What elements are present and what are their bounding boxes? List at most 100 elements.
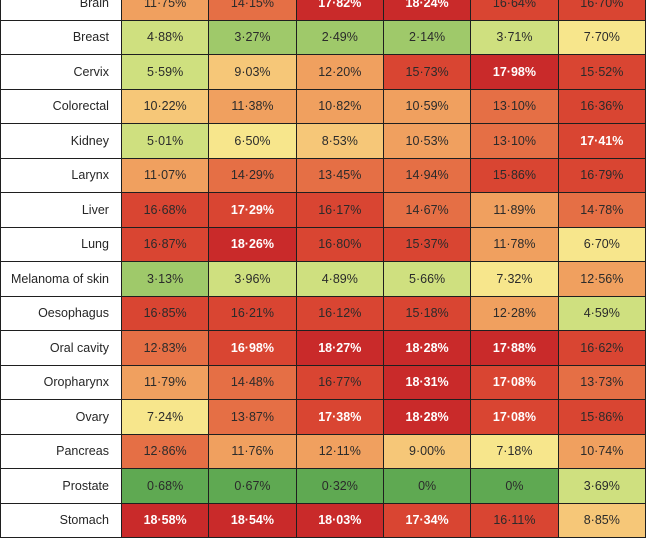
- heatmap-cell: 2·49%: [295, 19, 384, 55]
- heatmap-cell: 12·56%: [557, 261, 646, 297]
- heatmap-cell: 11·75%: [120, 0, 210, 21]
- row-label: Breast: [0, 19, 122, 55]
- heatmap-cell: 16·64%: [470, 0, 559, 21]
- heatmap-cell: 13·73%: [557, 364, 646, 400]
- heatmap-cell: 14·48%: [208, 364, 297, 400]
- row-label: Brain: [0, 0, 122, 21]
- row-label: Oropharynx: [0, 364, 122, 400]
- heatmap-cell: 15·37%: [382, 226, 472, 262]
- heatmap-cell: 16·77%: [295, 364, 384, 400]
- heatmap-cell: 3·96%: [208, 261, 297, 297]
- heatmap-cell: 16·85%: [120, 295, 210, 331]
- row-label: Oesophagus: [0, 295, 122, 331]
- heatmap-cell: 18·54%: [208, 502, 297, 538]
- heatmap-cell: 4·88%: [120, 19, 210, 55]
- heatmap-row: Lung 16·87% 18·26% 16·80% 15·37% 11·78% 6·70%: [0, 226, 646, 262]
- row-label: Larynx: [0, 157, 122, 193]
- heatmap-cell: 4·59%: [557, 295, 646, 331]
- heatmap-cell: 12·83%: [120, 330, 210, 366]
- heatmap-cell: 17·82%: [295, 0, 384, 21]
- heatmap-cell: 16·11%: [470, 502, 559, 538]
- heatmap-cell: 15·52%: [557, 54, 646, 90]
- heatmap-cell: 13·45%: [295, 157, 384, 193]
- heatmap-row: Liver 16·68% 17·29% 16·17% 14·67% 11·89% 14·78…: [0, 192, 646, 228]
- heatmap-cell: 16·17%: [295, 192, 384, 228]
- heatmap-cell: 12·86%: [120, 433, 210, 469]
- heatmap-cell: 16·62%: [557, 330, 646, 366]
- heatmap-cell: 11·79%: [120, 364, 210, 400]
- heatmap-cell: 8·85%: [557, 502, 646, 538]
- heatmap-cell: 17·08%: [470, 364, 559, 400]
- row-label: Pancreas: [0, 433, 122, 469]
- heatmap-cell: 11·07%: [120, 157, 210, 193]
- heatmap-cell: 3·13%: [120, 261, 210, 297]
- heatmap-cell: 12·11%: [295, 433, 384, 469]
- heatmap-cell: 15·18%: [382, 295, 472, 331]
- heatmap-cell: 17·34%: [382, 502, 472, 538]
- heatmap-cell: 18·03%: [295, 502, 384, 538]
- heatmap-cell: 12·28%: [470, 295, 559, 331]
- heatmap-cell: 16·21%: [208, 295, 297, 331]
- heatmap-cell: 16·68%: [120, 192, 210, 228]
- heatmap-cell: 14·67%: [382, 192, 472, 228]
- heatmap-cell: 4·89%: [295, 261, 384, 297]
- heatmap-row: Oral cavity 12·83% 16·98% 18·27% 18·28% 17·88…: [0, 330, 646, 366]
- heatmap-cell: 12·20%: [295, 54, 384, 90]
- heatmap-cell: 16·70%: [557, 0, 646, 21]
- heatmap-cell: 17·29%: [208, 192, 297, 228]
- heatmap-cell: 11·76%: [208, 433, 297, 469]
- heatmap-cell: 0·68%: [120, 468, 210, 504]
- heatmap-cell: 17·98%: [470, 54, 559, 90]
- heatmap-cell: 6·70%: [557, 226, 646, 262]
- heatmap-cell: 10·53%: [382, 123, 472, 159]
- heatmap-row: Ovary 7·24% 13·87% 17·38% 18·28% 17·08% 15·86%: [0, 399, 646, 435]
- heatmap-cell: 18·28%: [382, 330, 472, 366]
- heatmap-cell: 11·78%: [470, 226, 559, 262]
- row-label: Prostate: [0, 468, 122, 504]
- heatmap-row: Kidney 5·01% 6·50% 8·53% 10·53% 13·10% 17·41%: [0, 123, 646, 159]
- heatmap-cell: 5·59%: [120, 54, 210, 90]
- heatmap-cell: 18·27%: [295, 330, 384, 366]
- heatmap-cell: 0%: [470, 468, 559, 504]
- heatmap-cell: 17·38%: [295, 399, 384, 435]
- heatmap-cell: 5·01%: [120, 123, 210, 159]
- row-label: Ovary: [0, 399, 122, 435]
- heatmap-cell: 18·58%: [120, 502, 210, 538]
- heatmap-cell: 13·10%: [470, 88, 559, 124]
- heatmap-cell: 16·36%: [557, 88, 646, 124]
- heatmap-cell: 9·00%: [382, 433, 472, 469]
- heatmap-cell: 13·10%: [470, 123, 559, 159]
- heatmap-cell: 18·31%: [382, 364, 472, 400]
- heatmap-row: Prostate 0·68% 0·67% 0·32% 0% 0% 3·69%: [0, 468, 646, 504]
- heatmap-row: Stomach 18·58% 18·54% 18·03% 17·34% 16·11% 8·8…: [0, 502, 646, 538]
- heatmap-cell: 10·59%: [382, 88, 472, 124]
- heatmap-cell: 16·79%: [557, 157, 646, 193]
- heatmap-row: Oropharynx 11·79% 14·48% 16·77% 18·31% 17·08%…: [0, 364, 646, 400]
- heatmap-cell: 0·32%: [295, 468, 384, 504]
- heatmap-cell: 7·70%: [557, 19, 646, 55]
- heatmap-row: Cervix 5·59% 9·03% 12·20% 15·73% 17·98% 15·52%: [0, 54, 646, 90]
- heatmap-cell: 3·71%: [470, 19, 559, 55]
- heatmap-row: Melanoma of skin 3·13% 3·96% 4·89% 5·66% 7·32…: [0, 261, 646, 297]
- heatmap-cell: 0·67%: [208, 468, 297, 504]
- heatmap-cell: 14·15%: [208, 0, 297, 21]
- heatmap-cell: 16·87%: [120, 226, 210, 262]
- heatmap-cell: 14·94%: [382, 157, 472, 193]
- heatmap-cell: 16·98%: [208, 330, 297, 366]
- heatmap-cell: 10·74%: [557, 433, 646, 469]
- heatmap-cell: 11·38%: [208, 88, 297, 124]
- heatmap-cell: 5·66%: [382, 261, 472, 297]
- row-label: Colorectal: [0, 88, 122, 124]
- heatmap-cell: 0%: [382, 468, 472, 504]
- heatmap-row: Brain 11·75% 14·15% 17·82% 18·24% 16·64% 16·70…: [0, 0, 646, 21]
- heatmap-cell: 7·32%: [470, 261, 559, 297]
- heatmap-cell: 3·69%: [557, 468, 646, 504]
- row-label: Lung: [0, 226, 122, 262]
- heatmap-cell: 13·87%: [208, 399, 297, 435]
- heatmap-row: Colorectal 10·22% 11·38% 10·82% 10·59% 13·10%…: [0, 88, 646, 124]
- heatmap-cell: 18·26%: [208, 226, 297, 262]
- heatmap-cell: 14·29%: [208, 157, 297, 193]
- heatmap-cell: 16·80%: [295, 226, 384, 262]
